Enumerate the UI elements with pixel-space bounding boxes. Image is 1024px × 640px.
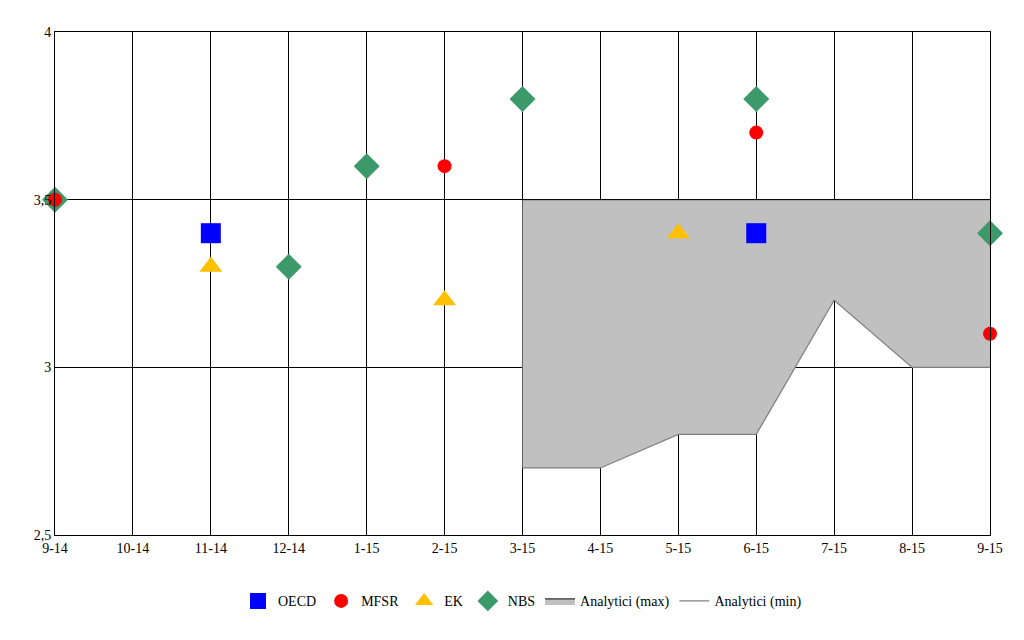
- svg-text:MFSR: MFSR: [361, 594, 399, 609]
- svg-text:4: 4: [44, 25, 51, 40]
- svg-text:4-15: 4-15: [588, 541, 614, 556]
- svg-text:6-15: 6-15: [743, 541, 769, 556]
- svg-text:5-15: 5-15: [665, 541, 691, 556]
- svg-text:7-15: 7-15: [821, 541, 847, 556]
- svg-text:3: 3: [44, 360, 51, 375]
- svg-text:2,5: 2,5: [34, 528, 52, 543]
- svg-text:10-14: 10-14: [117, 541, 150, 556]
- svg-text:2-15: 2-15: [432, 541, 458, 556]
- svg-text:OECD: OECD: [278, 594, 316, 609]
- svg-text:12-14: 12-14: [272, 541, 305, 556]
- svg-text:3,5: 3,5: [34, 193, 52, 208]
- svg-text:NBS: NBS: [508, 594, 535, 609]
- svg-text:Analytici (max): Analytici (max): [580, 594, 669, 610]
- svg-text:11-14: 11-14: [195, 541, 227, 556]
- svg-text:Analytici (min): Analytici (min): [714, 594, 801, 610]
- svg-text:EK: EK: [444, 594, 463, 609]
- svg-text:1-15: 1-15: [354, 541, 380, 556]
- svg-text:9-14: 9-14: [42, 541, 68, 556]
- svg-text:3-15: 3-15: [510, 541, 536, 556]
- svg-text:9-15: 9-15: [977, 541, 1003, 556]
- svg-text:8-15: 8-15: [899, 541, 925, 556]
